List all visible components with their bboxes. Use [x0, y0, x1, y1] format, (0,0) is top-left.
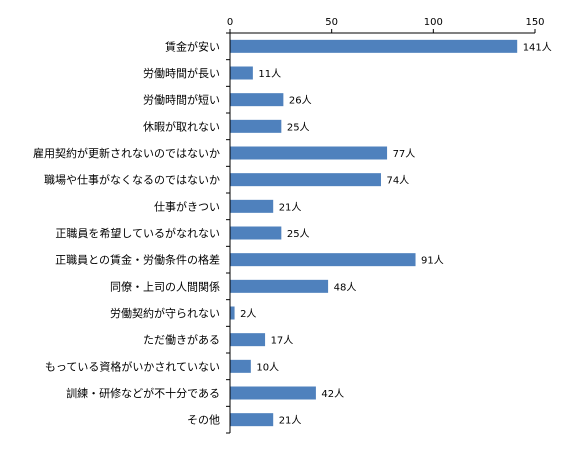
bar	[230, 226, 282, 240]
bar	[230, 66, 253, 80]
category-label: 雇用契約が更新されないのではないか	[33, 146, 220, 160]
bar	[230, 306, 235, 320]
x-tick-label: 100	[424, 17, 443, 28]
x-tick-label: 150	[525, 17, 544, 28]
bar	[230, 253, 416, 267]
bar	[230, 199, 274, 213]
bar	[230, 146, 388, 160]
category-label: 職場や仕事がなくなるのではないか	[44, 173, 220, 187]
bar	[230, 386, 316, 400]
bar	[230, 333, 266, 347]
category-label: ただ働きがある	[143, 333, 220, 347]
data-label: 25人	[287, 228, 310, 240]
data-label: 25人	[287, 121, 310, 133]
data-label: 26人	[289, 95, 312, 107]
axes	[226, 32, 535, 434]
category-label: その他	[187, 414, 220, 427]
category-label: 正職員を希望しているがなれない	[55, 226, 220, 240]
data-label: 42人	[321, 388, 344, 400]
category-labels: 賃金が安い労働時間が長い労働時間が短い休暇が取れない雇用契約が更新されないのでは…	[33, 39, 220, 426]
data-label: 48人	[334, 281, 357, 293]
x-tick-label: 50	[325, 17, 338, 28]
category-label: 訓練・研修などが不十分である	[66, 386, 220, 400]
bar	[230, 119, 282, 133]
bars	[230, 39, 518, 427]
data-label: 2人	[240, 308, 256, 320]
data-label: 11人	[258, 68, 281, 80]
x-tick-label: 0	[227, 17, 233, 28]
x-axis-ticks: 0 50 100 150	[227, 17, 545, 33]
data-label: 91人	[421, 255, 444, 267]
category-label: 休暇が取れない	[143, 119, 220, 133]
category-label: 労働契約が守られない	[110, 306, 220, 320]
category-label: 賃金が安い	[165, 39, 220, 53]
bar	[230, 279, 329, 293]
data-labels: 141人 11人 26人 25人 77人 74人 21人 25人 91人 48人 2人 17人 10人 4…	[240, 41, 552, 426]
bar	[230, 413, 274, 427]
data-label: 74人	[386, 175, 409, 187]
data-label: 10人	[256, 361, 279, 373]
data-label: 77人	[393, 148, 416, 160]
category-label: 労働時間が長い	[143, 66, 220, 80]
category-label: 労働時間が短い	[143, 93, 220, 107]
bar	[230, 39, 518, 53]
category-label: 仕事がきつい	[154, 199, 220, 213]
bar	[230, 173, 381, 187]
data-label: 21人	[279, 415, 302, 427]
data-label: 141人	[523, 41, 552, 53]
category-label: もっている資格がいかされていない	[45, 359, 220, 373]
category-label: 同僚・上司の人間関係	[110, 280, 220, 293]
bar	[230, 359, 251, 373]
bar	[230, 93, 284, 107]
data-label: 21人	[279, 201, 302, 213]
data-label: 17人	[271, 335, 294, 347]
category-label: 正職員との賃金・労働条件の格差	[55, 253, 220, 267]
